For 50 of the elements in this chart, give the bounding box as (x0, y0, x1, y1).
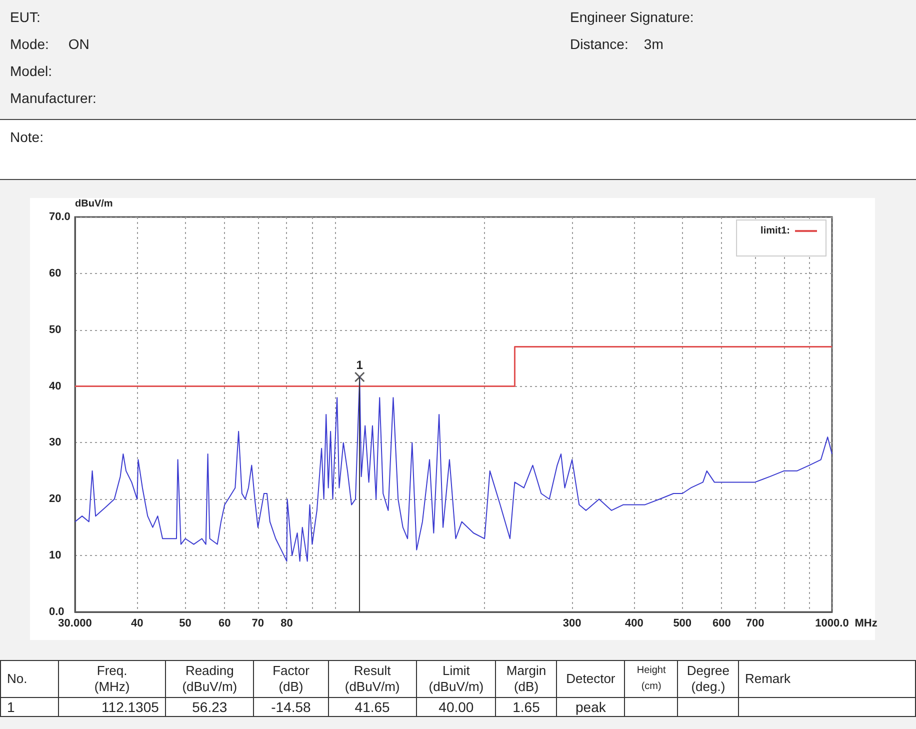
x-tick-label: 70 (252, 618, 264, 630)
y-tick-label: 10 (49, 550, 62, 562)
category-label: Degree (deg.) (678, 660, 738, 698)
y-tick-label: 60 (49, 267, 62, 280)
category-label: Margin (dB) (496, 660, 557, 698)
y-tick-label: 70.0 (49, 211, 70, 223)
category-label: Factor (dB) (254, 660, 328, 698)
category-label: Remark (738, 660, 916, 698)
y-tick-label: 20 (49, 493, 62, 506)
category-label: Freq. (MHz) (58, 660, 166, 698)
text: 56.23 (165, 698, 254, 716)
x-tick-label: 30.000 (58, 618, 92, 630)
x-tick-label: 80 (280, 618, 293, 630)
category-label: Result (dBuV/m) (328, 660, 417, 698)
y-tick-label: 0.0 (49, 606, 64, 618)
x-tick-label: 500 (673, 618, 692, 630)
text: EUT: (10, 8, 42, 27)
y-axis-title: dBuV/m (75, 198, 113, 210)
x-tick-label: 300 (562, 618, 582, 630)
x-tick-label: 400 (625, 618, 644, 630)
x-axis-title: MHz (854, 618, 878, 630)
y-tick-label: 50 (49, 324, 62, 336)
category-label: Reading (dBuV/m) (165, 660, 254, 698)
category-label: Detector (556, 660, 625, 698)
annotation: 1 (356, 358, 364, 372)
text: Mode: ON (10, 35, 90, 54)
text: Engineer Signature: (570, 8, 695, 27)
text: 41.65 (328, 698, 417, 716)
x-tick-label: 1000.0 (815, 618, 849, 630)
y-tick-label: 40 (49, 380, 62, 392)
x-tick-label: 600 (712, 618, 731, 630)
text: Model: (10, 62, 54, 81)
x-tick-label: 50 (179, 618, 192, 630)
text: Manufacturer: (10, 89, 98, 108)
x-tick-label: 40 (130, 618, 144, 630)
x-tick-label: 60 (218, 618, 231, 630)
category-label: Limit (dBuV/m) (416, 660, 496, 698)
legend-label: limit1: (760, 226, 790, 236)
text: 1 (0, 698, 59, 716)
y-tick-label: 30 (49, 436, 62, 449)
text: 1.65 (496, 698, 557, 716)
text: Note: (10, 128, 44, 147)
text: 40.00 (416, 698, 496, 716)
text: 112.1305 (58, 698, 166, 716)
text: Distance: 3m (570, 35, 664, 54)
category-label: No. (0, 660, 59, 698)
category-label: Height (cm) (624, 660, 678, 698)
x-tick-label: 700 (746, 618, 764, 630)
text: -14.58 (254, 698, 328, 716)
text: peak (556, 698, 625, 716)
